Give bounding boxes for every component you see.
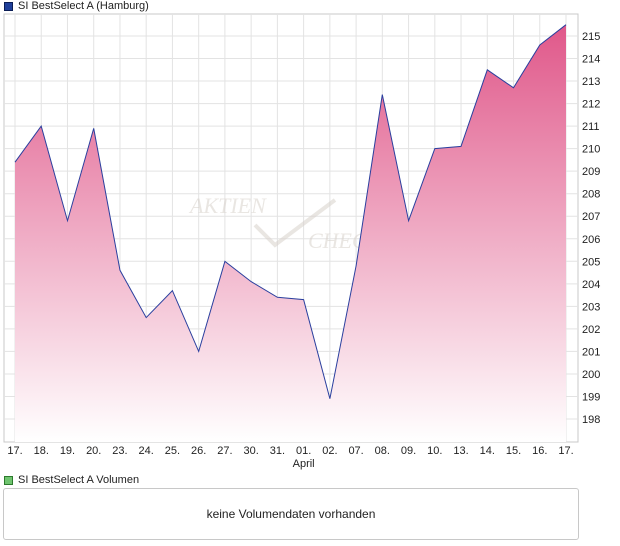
y-tick-label: 204	[582, 279, 600, 291]
x-tick-label: 25.	[165, 445, 180, 457]
y-tick-label: 199	[582, 391, 600, 403]
x-tick-label: 18.	[34, 445, 49, 457]
x-tick-label: 23.	[112, 445, 127, 457]
x-tick-label: 08.	[375, 445, 390, 457]
x-tick-label: 20.	[86, 445, 101, 457]
y-tick-label: 205	[582, 256, 600, 268]
volume-panel: keine Volumendaten vorhanden	[3, 488, 579, 540]
x-tick-label: 17.	[558, 445, 573, 457]
y-tick-label: 206	[582, 234, 600, 246]
y-tick-label: 203	[582, 301, 600, 313]
x-tick-label: 16.	[532, 445, 547, 457]
y-tick-label: 198	[582, 414, 600, 426]
y-tick-label: 215	[582, 31, 600, 43]
y-tick-label: 208	[582, 189, 600, 201]
x-tick-label: 19.	[60, 445, 75, 457]
x-tick-label: 26.	[191, 445, 206, 457]
y-tick-label: 213	[582, 76, 600, 88]
x-tick-label: 13.	[453, 445, 468, 457]
x-tick-label: 01.	[296, 445, 311, 457]
x-tick-label: 02.	[322, 445, 337, 457]
x-tick-label: 24.	[139, 445, 154, 457]
y-tick-label: 209	[582, 166, 600, 178]
x-tick-label: 27.	[217, 445, 232, 457]
y-tick-label: 210	[582, 144, 600, 156]
price-line	[14, 24, 567, 399]
x-tick-label: 07.	[348, 445, 363, 457]
x-tick-label: 31.	[270, 445, 285, 457]
watermark-check-icon	[253, 198, 337, 248]
price-legend: SI BestSelect A (Hamburg)	[4, 0, 149, 12]
x-month-label: April	[293, 458, 315, 470]
volume-legend-label: SI BestSelect A Volumen	[18, 474, 140, 486]
price-area-fill	[15, 24, 566, 442]
y-tick-label: 212	[582, 99, 600, 111]
y-tick-label: 202	[582, 324, 600, 336]
x-tick-label: 10.	[427, 445, 442, 457]
y-axis-ticks: 198 199 200 201 202 203 204 205 206 207 208 209 210 2…	[582, 31, 600, 426]
volume-legend: SI BestSelect A Volumen	[4, 474, 139, 486]
y-tick-label: 214	[582, 54, 600, 66]
y-tick-label: 207	[582, 211, 600, 223]
x-axis-ticks: 17. 18. 19. 20. 23. 24. 25. 26. 27. 30. 31. 01. 02. 0…	[7, 445, 573, 470]
price-legend-label: SI BestSelect A (Hamburg)	[18, 0, 149, 12]
price-legend-swatch	[4, 1, 13, 11]
volume-empty-message: keine Volumendaten vorhanden	[206, 507, 376, 521]
x-tick-label: 17.	[7, 445, 22, 457]
x-tick-label: 14.	[480, 445, 495, 457]
y-tick-label: 200	[582, 369, 600, 381]
volume-legend-swatch	[4, 475, 13, 485]
x-tick-label: 30.	[243, 445, 258, 457]
x-tick-label: 09.	[401, 445, 416, 457]
x-tick-label: 15.	[506, 445, 521, 457]
y-tick-label: 211	[582, 121, 600, 133]
watermark-line1: AKTIEN	[188, 193, 267, 218]
y-tick-label: 201	[582, 346, 600, 358]
